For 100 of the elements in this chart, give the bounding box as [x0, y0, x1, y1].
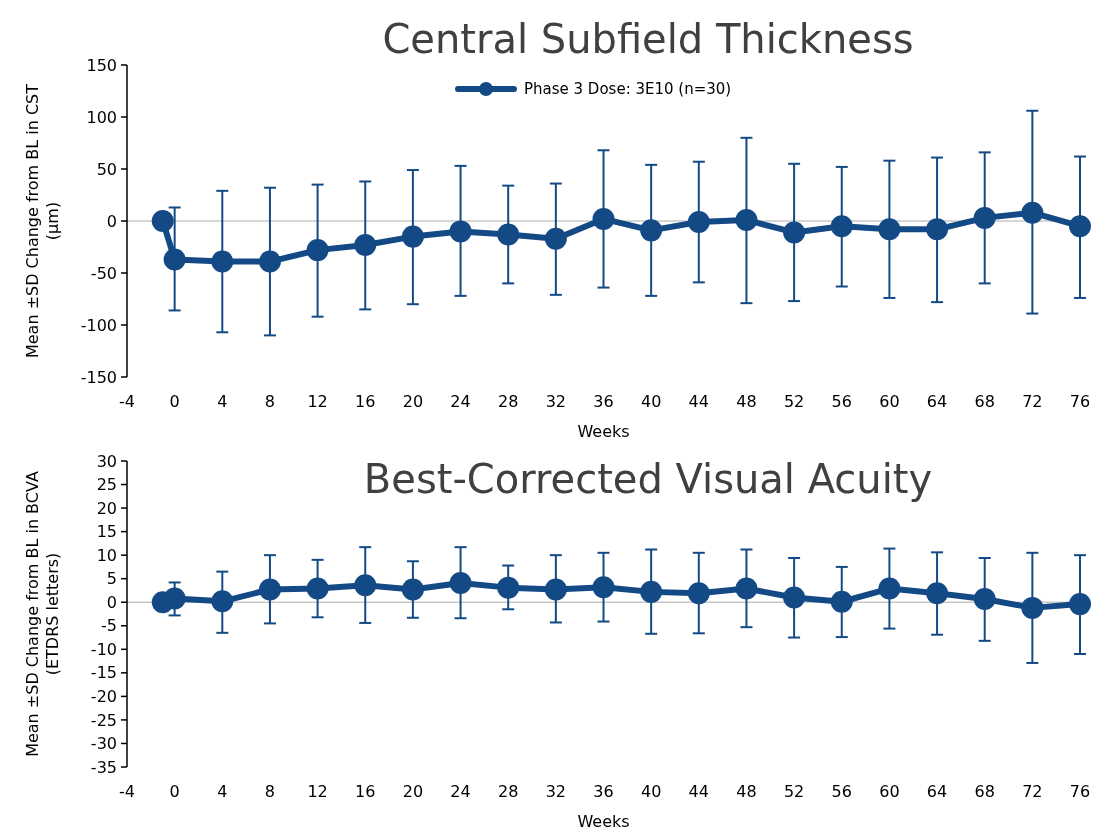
point [163, 587, 186, 610]
x-tick-label: 56 [831, 782, 852, 801]
chart-title: Best-Corrected Visual Acuity [363, 456, 933, 502]
x-tick-label: 32 [545, 392, 567, 411]
x-tick-label: 0 [169, 782, 180, 801]
y-tick-label: 50 [96, 159, 117, 179]
x-tick-label: 16 [355, 392, 376, 411]
x-tick-label: 52 [783, 782, 805, 801]
x-tick-label: 24 [450, 392, 471, 411]
x-tick-label: 64 [926, 782, 948, 801]
point [151, 210, 174, 232]
x-tick-label: 20 [402, 392, 424, 411]
point [354, 574, 377, 597]
point [735, 577, 758, 600]
x-tick-label: 4 [217, 392, 228, 411]
x-tick-label: 52 [783, 392, 805, 411]
point [544, 578, 567, 601]
point [306, 239, 329, 262]
point [592, 207, 615, 230]
y-tick-label: 150 [86, 55, 117, 75]
x-tick-label: 32 [545, 782, 567, 801]
y-tick-label: -100 [80, 315, 117, 335]
point [1069, 593, 1091, 616]
point [211, 590, 234, 613]
point [830, 215, 853, 238]
point [449, 571, 472, 594]
point [1069, 215, 1091, 238]
x-tick-label: 64 [926, 392, 948, 411]
point [449, 220, 472, 243]
y-tick-label: -10 [90, 639, 117, 659]
x-tick-label: 36 [593, 392, 614, 411]
x-tick-label: 68 [974, 392, 995, 411]
point [926, 218, 949, 241]
x-tick-label: 48 [736, 392, 757, 411]
y-tick-label: -30 [90, 734, 117, 754]
point [783, 586, 806, 609]
y-tick-label: 0 [106, 592, 117, 612]
y-tick-label: -150 [80, 367, 117, 387]
point [973, 587, 996, 610]
point [497, 576, 520, 599]
x-tick-label: 56 [831, 392, 852, 411]
x-tick-label: 60 [879, 782, 900, 801]
y-tick-label: -20 [90, 686, 117, 706]
y-tick-label: -5 [101, 616, 117, 636]
y-tick-label: -25 [90, 710, 117, 730]
point [878, 577, 901, 600]
x-tick-label: -4 [119, 392, 135, 411]
legend-label: Phase 3 Dose: 3E10 (n=30) [524, 80, 732, 99]
point [783, 221, 806, 244]
y-tick-label: 10 [96, 545, 117, 565]
point [640, 580, 663, 603]
point [687, 582, 710, 605]
x-tick-label: 4 [217, 782, 228, 801]
point [1021, 201, 1044, 224]
y-tick-label: 100 [86, 107, 117, 127]
y-tick-label: 30 [96, 451, 117, 471]
point [830, 590, 853, 613]
x-tick-label: 28 [498, 782, 519, 801]
x-tick-label: 36 [593, 782, 614, 801]
x-tick-label: 40 [640, 392, 662, 411]
x-tick-label: 8 [264, 782, 276, 801]
x-tick-label: 76 [1069, 782, 1091, 801]
y-tick-label: 25 [96, 475, 117, 495]
point [401, 225, 424, 248]
point [878, 218, 901, 241]
point [592, 576, 615, 599]
x-axis-title: Weeks [577, 812, 630, 828]
y-tick-label: 20 [96, 498, 117, 518]
point [306, 577, 329, 600]
point [973, 206, 996, 229]
point [544, 227, 567, 250]
y-tick-label: 5 [106, 569, 117, 589]
x-tick-label: 44 [688, 392, 709, 411]
y-axis-title: Mean ±SD Change from BL in BCVA (ETDRS letters) [23, 471, 62, 757]
x-tick-label: 72 [1022, 782, 1043, 801]
x-tick-label: 48 [736, 782, 757, 801]
x-tick-label: 72 [1022, 392, 1043, 411]
point [1021, 596, 1044, 619]
x-tick-label: 60 [879, 392, 900, 411]
x-tick-label: 20 [402, 782, 424, 801]
x-tick-label: 44 [688, 782, 709, 801]
x-tick-label: 8 [264, 392, 276, 411]
point [163, 248, 186, 271]
y-axis-title: Mean ±SD Change from BL in CST (µm) [23, 83, 62, 359]
point [926, 582, 949, 605]
point [640, 219, 663, 242]
point [687, 211, 710, 234]
chart-title: Central Subfield Thickness [382, 16, 914, 62]
x-tick-label: 68 [974, 782, 995, 801]
point [211, 250, 234, 273]
x-tick-label: 12 [307, 782, 328, 801]
y-tick-label: 15 [96, 522, 117, 542]
x-tick-label: 40 [640, 782, 662, 801]
x-tick-label: 12 [307, 392, 328, 411]
point [497, 223, 520, 246]
x-tick-label: -4 [119, 782, 135, 801]
x-tick-label: 76 [1069, 392, 1091, 411]
point [258, 578, 281, 601]
x-tick-label: 16 [355, 782, 376, 801]
x-tick-label: 28 [498, 392, 519, 411]
